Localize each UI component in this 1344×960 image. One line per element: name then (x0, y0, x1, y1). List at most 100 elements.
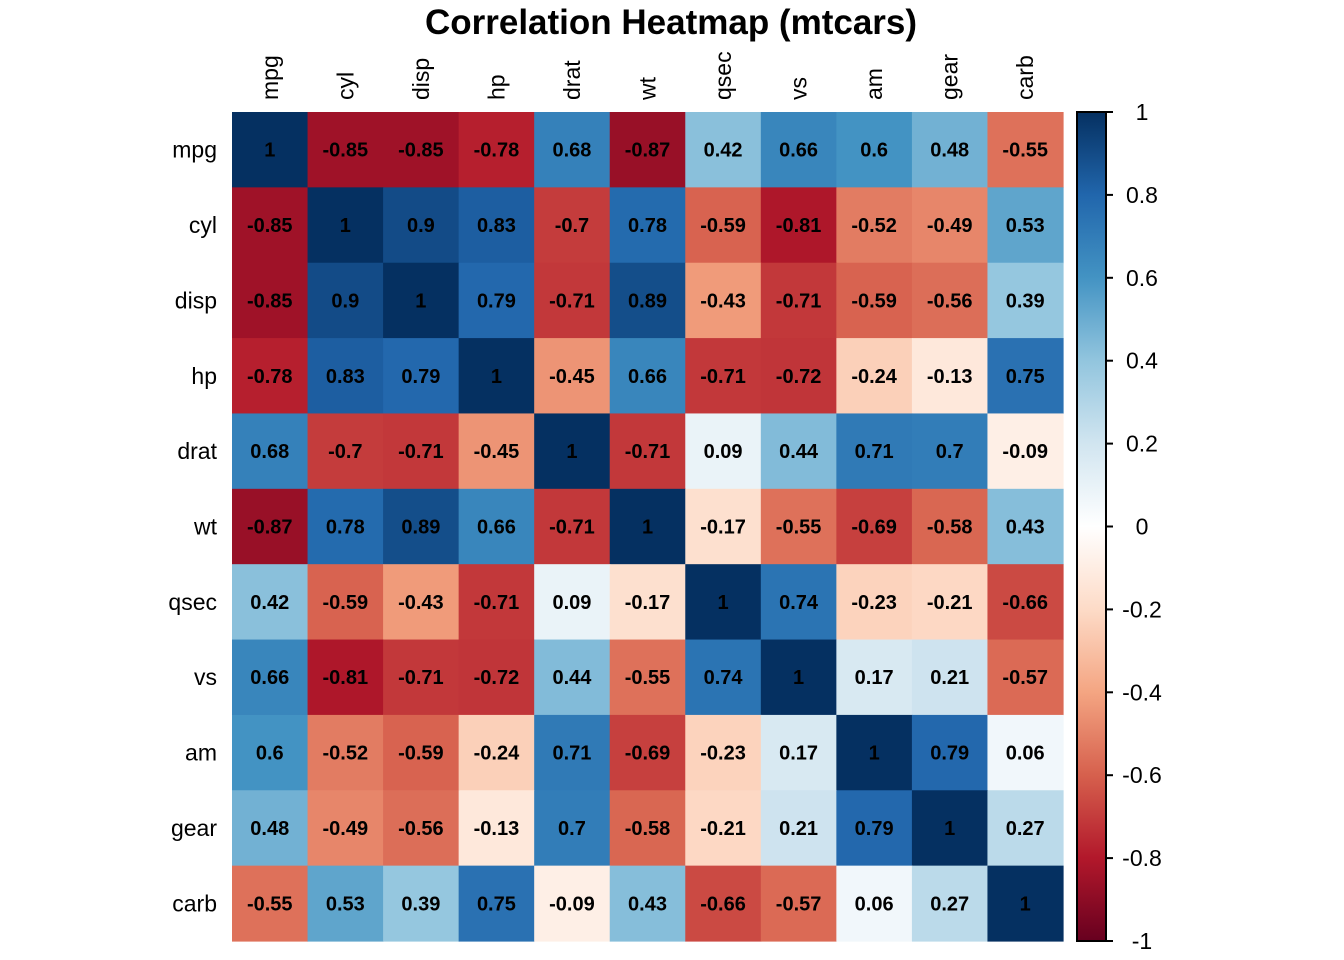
heatmap-cells (232, 112, 1064, 942)
heatmap-cell-disp-drat (534, 262, 611, 339)
cell-value-label: 0.74 (779, 592, 819, 614)
colorbar-tick-label: 0.2 (1126, 431, 1158, 457)
cell-value-label: -0.66 (700, 893, 746, 915)
cell-value-label: 1 (793, 667, 804, 689)
cell-value-label: -0.49 (323, 818, 369, 840)
cell-value-label: -0.69 (851, 517, 897, 539)
cell-value-label: -0.85 (398, 140, 444, 162)
heatmap-cell-drat-am (836, 413, 913, 490)
heatmap-cell-hp-gear (911, 338, 989, 415)
heatmap-cell-hp-vs (760, 338, 837, 415)
cell-value-label: 1 (869, 743, 880, 765)
cell-value-label: -0.57 (1002, 667, 1048, 689)
heatmap-cell-carb-mpg (232, 865, 309, 942)
cell-value-label: 1 (566, 441, 577, 463)
cell-value-label: -0.78 (247, 366, 293, 388)
heatmap-cell-cyl-gear (911, 187, 989, 264)
cell-value-label: -0.43 (700, 290, 746, 312)
heatmap-cell-qsec-drat (534, 564, 611, 641)
heatmap-cell-vs-am (836, 639, 913, 716)
heatmap-cell-disp-carb (987, 262, 1064, 339)
cell-value-label: 0.79 (401, 366, 440, 388)
heatmap-cell-wt-gear (911, 488, 989, 565)
heatmap-cell-cyl-disp (383, 187, 460, 264)
heatmap-cell-gear-mpg (232, 790, 309, 867)
cell-value-label: 0.17 (779, 743, 818, 765)
heatmap-cell-mpg-carb (987, 112, 1064, 188)
x-axis-tick-labels: mpg cyl disp hp drat wt qsec vs am gear carb (257, 51, 1038, 101)
heatmap-cell-wt-mpg (232, 488, 309, 565)
colorbar: 1 0.8 0.6 0.4 0.2 0 -0.2 -0.4 -0.6 -0.8 -1 (1076, 99, 1162, 954)
heatmap-cell-carb-disp (383, 865, 460, 942)
heatmap-cell-hp-mpg (232, 338, 309, 415)
x-tick-label-disp: disp (408, 58, 434, 100)
heatmap-cell-vs-gear (911, 639, 989, 716)
cell-value-label: -0.45 (474, 441, 520, 463)
heatmap-cell-vs-disp (383, 639, 460, 716)
cell-value-label: 0.44 (552, 667, 592, 689)
cell-value-label: -0.24 (851, 366, 897, 388)
heatmap-cell-carb-cyl (307, 865, 384, 942)
cell-value-label: -0.72 (776, 366, 822, 388)
heatmap-cell-qsec-wt (609, 564, 686, 641)
cell-value-label: 1 (340, 215, 351, 237)
heatmap-cell-cyl-drat (534, 187, 611, 264)
heatmap-cell-mpg-qsec (685, 112, 762, 188)
heatmap-cell-qsec-vs (760, 564, 837, 641)
heatmap-cell-gear-disp (383, 790, 460, 867)
cell-value-label: 0.9 (407, 215, 435, 237)
cell-value-label: -0.57 (776, 893, 822, 915)
heatmap-cell-qsec-carb (987, 564, 1064, 641)
cell-value-label: 0.06 (1006, 743, 1045, 765)
y-tick-label-drat: drat (177, 438, 217, 464)
heatmap-cell-disp-mpg (232, 262, 309, 339)
heatmap-cell-qsec-gear (911, 564, 989, 641)
cell-value-label: 0.68 (250, 441, 289, 463)
heatmap-cell-mpg-gear (911, 112, 989, 188)
cell-value-label: -0.52 (851, 215, 897, 237)
cell-value-label: 0.66 (250, 667, 289, 689)
x-tick-label-hp: hp (483, 74, 509, 100)
heatmap-cell-disp-am (836, 262, 913, 339)
heatmap-cell-hp-drat (534, 338, 611, 415)
cell-value-label: -0.55 (1002, 140, 1048, 162)
cell-value-label: -0.7 (555, 215, 589, 237)
heatmap-cell-gear-hp (458, 790, 535, 867)
heatmap-cell-wt-am (836, 488, 913, 565)
cell-value-label: -0.21 (927, 592, 973, 614)
cell-value-label: -0.45 (549, 366, 595, 388)
heatmap-cell-am-gear (911, 714, 989, 791)
cell-value-label: 0.27 (930, 893, 969, 915)
y-tick-label-mpg: mpg (172, 137, 217, 163)
cell-value-label: 0.53 (1006, 215, 1045, 237)
heatmap-cell-drat-vs (760, 413, 837, 490)
cell-value-label: 0.68 (552, 140, 591, 162)
cell-value-label: 0.06 (855, 893, 894, 915)
heatmap-cell-gear-drat (534, 790, 611, 867)
heatmap-cell-cyl-wt (609, 187, 686, 264)
cell-value-label: 1 (1020, 893, 1031, 915)
cell-value-label: 0.71 (552, 743, 591, 765)
cell-value-label: 1 (264, 140, 275, 162)
heatmap-cell-am-hp (458, 714, 535, 791)
cell-value-label: 1 (717, 592, 728, 614)
cell-value-label: 0.66 (628, 366, 667, 388)
cell-value-label: 1 (642, 517, 653, 539)
heatmap-cell-am-wt (609, 714, 686, 791)
cell-value-label: 0.21 (930, 667, 969, 689)
cell-value-label: -0.71 (625, 441, 671, 463)
y-tick-label-wt: wt (193, 514, 218, 540)
cell-value-label: 0.66 (779, 140, 818, 162)
x-tick-label-vs: vs (786, 77, 812, 100)
heatmap-cell-vs-carb (987, 639, 1064, 716)
y-tick-label-gear: gear (171, 815, 217, 841)
heatmap-cell-wt-hp (458, 488, 535, 565)
cell-value-label: 0.48 (250, 818, 289, 840)
heatmap-cell-drat-qsec (685, 413, 762, 490)
cell-value-label: -0.7 (328, 441, 362, 463)
cell-value-label: -0.71 (549, 290, 595, 312)
heatmap-cell-drat-mpg (232, 413, 309, 490)
heatmap-cell-cyl-carb (987, 187, 1064, 264)
cell-value-label: 0.42 (704, 140, 743, 162)
